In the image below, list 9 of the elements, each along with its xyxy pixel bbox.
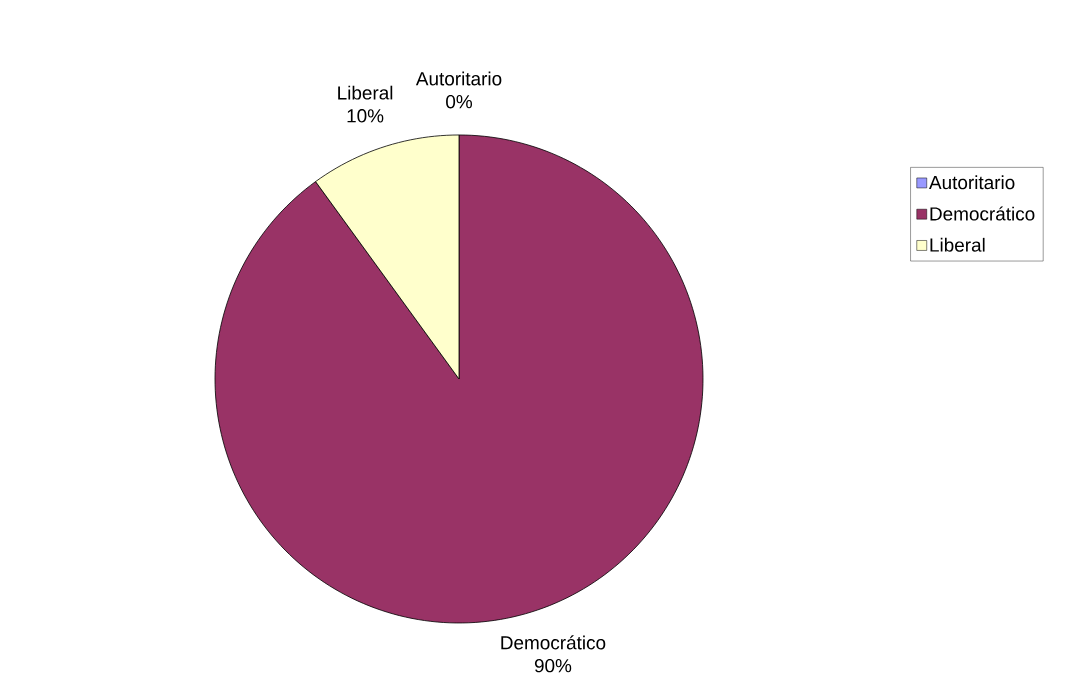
legend-label: Democrático [930,206,1035,221]
data-label: 90% [534,658,572,673]
category-label: Autoritario [415,71,502,86]
text: 0% [446,94,473,109]
slice-label: Democrático [501,635,606,650]
legend-label: Autoritario [929,175,1015,190]
slice-label: Liberal [338,85,393,100]
data-label: 10% [347,109,384,123]
legend-label: Liberal [930,237,985,252]
